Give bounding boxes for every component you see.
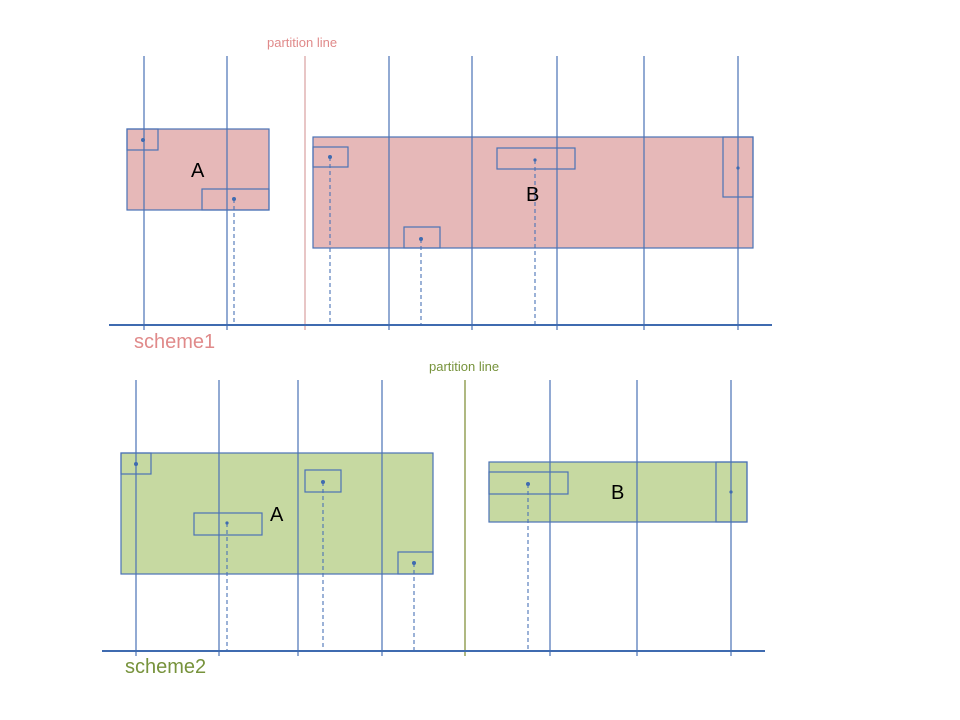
scheme1-region-a-label: A	[191, 160, 205, 182]
scheme1-point	[736, 166, 740, 170]
scheme1-region-b	[312, 136, 754, 249]
scheme1-group: partition line A B scheme1	[109, 35, 772, 353]
scheme2-grid-lines	[135, 380, 732, 656]
scheme2-region-a-label: A	[270, 504, 284, 526]
scheme1-point	[533, 158, 537, 162]
scheme1-point	[232, 197, 236, 201]
scheme2-projections	[226, 482, 529, 650]
scheme1-projections	[233, 157, 536, 324]
scheme1-b-box-3	[496, 147, 576, 170]
scheme2-partition-label: partition line	[429, 359, 499, 374]
scheme1-point	[328, 155, 332, 159]
scheme1-region-a	[126, 128, 270, 211]
scheme2-point	[526, 482, 530, 486]
scheme1-point	[419, 237, 423, 241]
scheme1-b-box-2	[403, 226, 441, 249]
scheme2-point	[134, 462, 138, 466]
scheme2-point	[321, 480, 325, 484]
scheme2-region-b-label: B	[611, 482, 624, 504]
scheme1-label: scheme1	[134, 331, 215, 353]
scheme1-partition-label: partition line	[267, 35, 337, 50]
scheme2-a-box-4	[397, 551, 434, 575]
scheme2-point	[225, 521, 229, 525]
scheme1-grid-lines	[143, 56, 739, 330]
scheme1-a-box-1	[126, 128, 159, 151]
scheme2-label: scheme2	[125, 656, 206, 678]
scheme1-a-box-2	[201, 188, 270, 211]
scheme1-region-b-label: B	[526, 184, 539, 206]
scheme1-points	[141, 138, 740, 241]
scheme2-point	[412, 561, 416, 565]
scheme2-point	[729, 490, 733, 494]
scheme2-a-box-2	[193, 512, 263, 536]
scheme2-group: partition line A B scheme2	[102, 359, 765, 678]
scheme1-point	[141, 138, 145, 142]
scheme2-region-a	[120, 452, 434, 575]
scheme2-points	[134, 462, 733, 565]
